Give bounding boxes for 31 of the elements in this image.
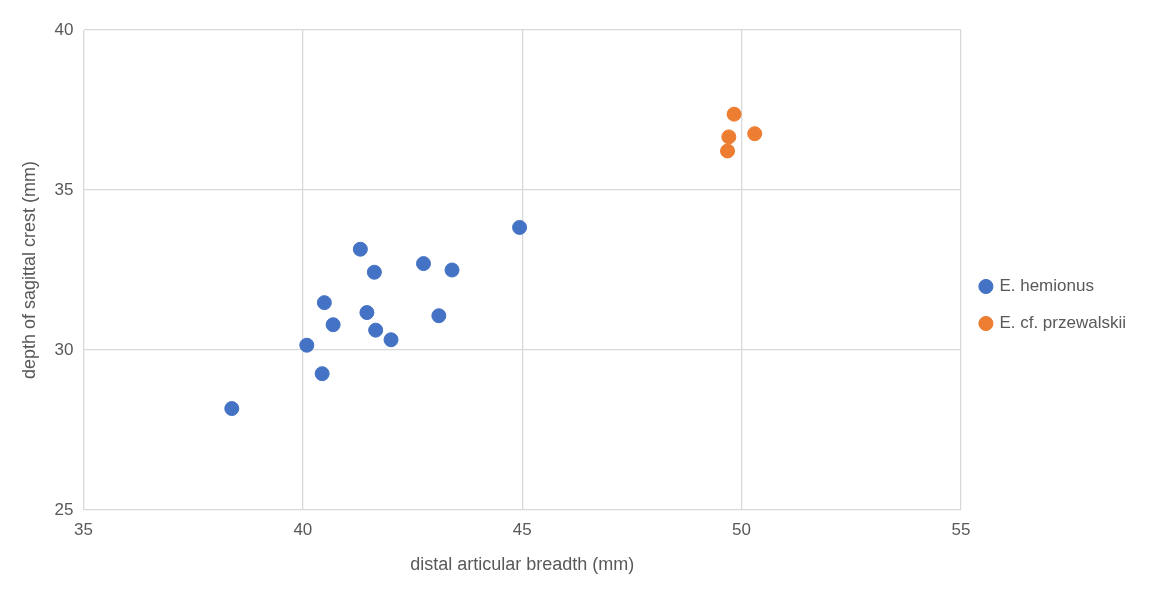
- point: [383, 332, 399, 348]
- point: [726, 106, 742, 122]
- point: [224, 401, 240, 417]
- x-tick-label: 45: [512, 519, 532, 539]
- point: [720, 143, 736, 159]
- y-tick-label: 30: [54, 339, 74, 359]
- y-tick-label: 35: [54, 179, 74, 199]
- x-tick-label: 50: [732, 519, 752, 539]
- point: [316, 295, 332, 311]
- point: [444, 262, 460, 278]
- legend-label: E. hemionus: [999, 276, 1094, 296]
- point: [325, 317, 341, 333]
- point: [359, 305, 375, 321]
- point: [431, 308, 447, 324]
- point: [416, 256, 431, 272]
- legend-label: E. cf. przewalskii: [999, 313, 1127, 333]
- y-tick-label: 25: [54, 499, 74, 519]
- point: [368, 322, 384, 338]
- x-tick-label: 40: [293, 519, 313, 539]
- y-tick-label: 40: [54, 19, 74, 39]
- x-tick-label: 55: [951, 519, 971, 539]
- point: [721, 129, 737, 145]
- point: [314, 366, 330, 382]
- point: [512, 219, 528, 235]
- point: [366, 264, 382, 280]
- point: [352, 241, 368, 257]
- point: [299, 337, 315, 353]
- point: [747, 126, 763, 142]
- y-axis-title: depth of sagittal crest (mm): [18, 160, 39, 380]
- x-tick-label: 35: [74, 519, 93, 539]
- x-axis-title: distal articular breadth (mm): [410, 554, 635, 575]
